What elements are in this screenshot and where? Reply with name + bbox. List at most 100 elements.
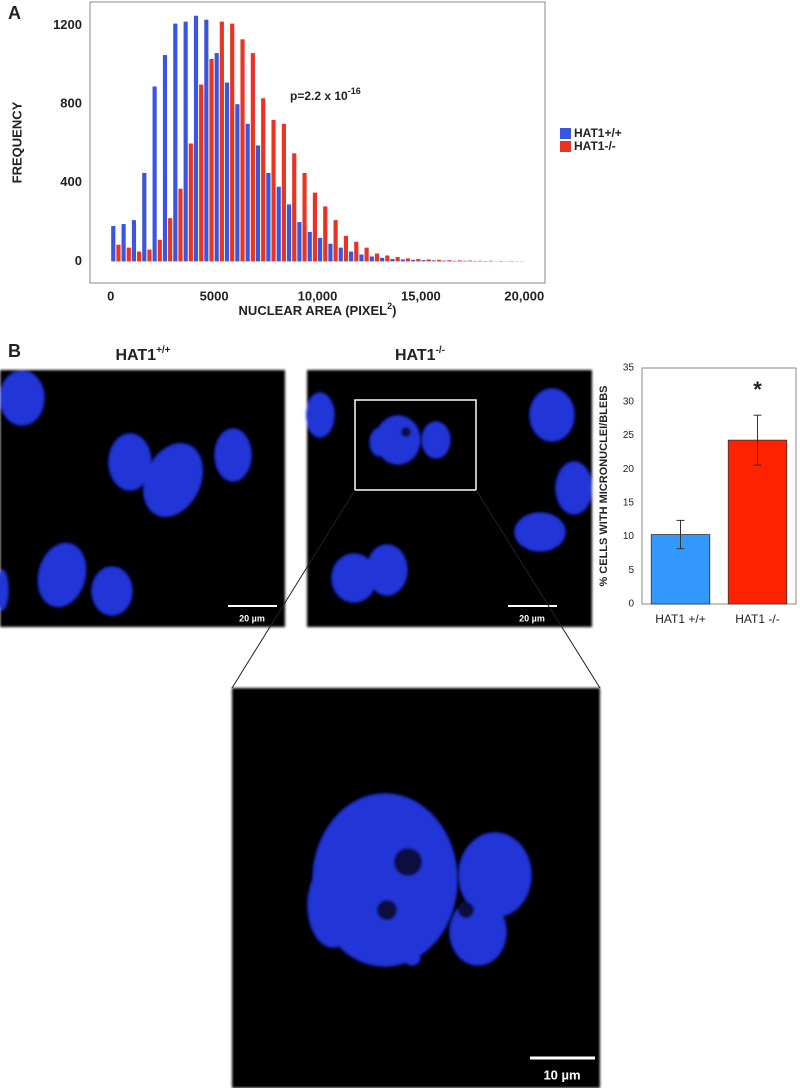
histogram-bar	[343, 235, 349, 262]
legend-label: HAT1+/+	[574, 126, 622, 140]
histogram-bar	[374, 253, 380, 262]
zoom-box	[354, 399, 477, 491]
histogram-bar	[436, 259, 442, 262]
y-tick-label: 0	[628, 599, 634, 610]
x-tick-label: 20,000	[504, 288, 544, 303]
scale-bar-label: 20 µm	[519, 613, 545, 623]
error-bar	[676, 519, 685, 550]
y-tick-label: 5	[628, 565, 634, 576]
image-title: HAT1-/-	[395, 345, 445, 364]
image-title: HAT1+/+	[115, 345, 170, 364]
histogram-bar	[442, 260, 447, 262]
histogram-bar	[431, 260, 436, 262]
histogram-bar	[204, 19, 209, 262]
histogram-bar	[137, 251, 142, 262]
histogram-bar	[447, 260, 452, 262]
histogram-bar	[312, 192, 317, 262]
histogram-bar	[157, 239, 162, 262]
histogram-bar	[178, 188, 183, 262]
histogram-bar	[349, 251, 354, 262]
histogram-bar	[152, 86, 157, 262]
micrograph	[306, 370, 592, 627]
legend-swatch	[560, 141, 571, 152]
y-tick-label: 400	[60, 174, 82, 189]
histogram-bar	[162, 55, 168, 262]
y-tick-label: 25	[623, 430, 635, 441]
x-tick-label: HAT1 +/+	[655, 612, 705, 626]
histogram-bar	[173, 23, 178, 262]
histogram-bar	[235, 104, 240, 262]
histogram-bar	[416, 259, 421, 262]
histogram-bar	[318, 237, 323, 262]
histogram-bar	[126, 247, 131, 262]
x-tick-label: HAT1 -/-	[735, 612, 779, 626]
histogram-bar	[286, 204, 292, 262]
error-bar	[753, 414, 762, 466]
histogram-bar	[261, 98, 266, 262]
title-superscript: +/+	[156, 345, 171, 356]
histogram-bar	[142, 172, 147, 262]
histogram-bar	[219, 21, 224, 262]
histogram-bar	[266, 172, 271, 262]
scale-bar-label: 20 µm	[239, 613, 265, 623]
legend-label: HAT1-/-	[574, 139, 616, 153]
histogram-bar	[478, 260, 483, 262]
histogram-bar	[421, 260, 426, 262]
histogram-bar	[292, 153, 297, 262]
scale-bar-label: 10 µm	[543, 1067, 580, 1082]
histogram-bar	[467, 260, 473, 262]
y-tick-label: 1200	[53, 17, 82, 32]
histogram-bar	[111, 226, 116, 262]
histogram-bar	[395, 257, 400, 262]
y-tick-label: 0	[75, 253, 82, 268]
x-tick-label: 0	[107, 288, 114, 303]
histogram-bar	[121, 224, 126, 262]
title-superscript: -/-	[436, 345, 445, 356]
histogram-bar	[338, 247, 343, 262]
label-superscript: 2	[387, 301, 392, 311]
histogram-bar	[281, 123, 286, 262]
y-tick-label: 35	[623, 363, 635, 374]
histogram-bar	[271, 119, 276, 262]
histogram-bar	[333, 220, 338, 262]
histogram-bar	[250, 53, 255, 262]
title-text: HAT1	[395, 347, 436, 364]
histogram-bar	[359, 254, 364, 262]
title-text: HAT1	[115, 347, 156, 364]
label-text: )	[392, 303, 396, 318]
x-tick-label: 10,000	[298, 288, 338, 303]
histogram-bar	[199, 84, 204, 262]
histogram-bar	[385, 255, 390, 262]
histogram-bar	[131, 220, 137, 262]
x-tick-label: 5000	[200, 288, 229, 303]
y-tick-label: 10	[623, 531, 635, 542]
y-tick-label: 800	[60, 96, 82, 111]
y-tick-label: 20	[623, 464, 635, 475]
histogram-bar	[426, 259, 431, 262]
histogram-bar	[328, 243, 333, 262]
histogram-bar	[224, 82, 230, 262]
histogram-bar	[240, 39, 245, 262]
label-text: NUCLEAR AREA (PIXEL	[239, 303, 388, 318]
histogram-bar	[380, 257, 385, 262]
histogram-bar	[411, 259, 416, 262]
panel-label: B	[8, 341, 21, 361]
histogram-bar	[323, 206, 328, 262]
histogram-bar	[255, 145, 261, 262]
label: NUCLEAR AREA (PIXEL2)	[239, 301, 397, 318]
micrograph	[0, 370, 285, 627]
histogram-bar	[457, 260, 462, 262]
zoom-line	[475, 489, 601, 689]
histogram-bar	[452, 260, 457, 262]
histogram-bar	[168, 218, 173, 262]
histogram-bar	[230, 23, 235, 262]
histogram-bar	[183, 21, 188, 262]
histogram-bar	[307, 231, 312, 262]
histogram-bar	[245, 123, 250, 262]
zoom-line	[231, 489, 356, 689]
histogram-bar	[354, 241, 359, 262]
y-axis-label: % CELLS WITH MICRONUCLEI/BLEBS	[598, 385, 610, 586]
histogram-bar	[147, 249, 152, 262]
